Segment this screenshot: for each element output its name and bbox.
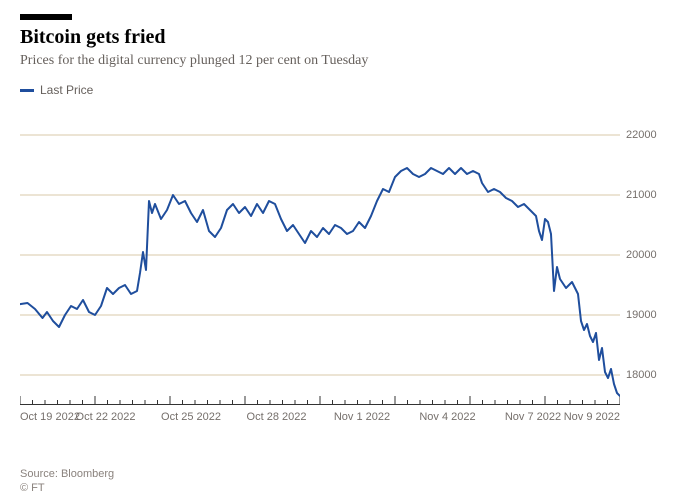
x-axis-label: Nov 7 2022 xyxy=(505,411,561,423)
plot-area: 1800019000200002100022000 Oct 19 2022Oct… xyxy=(20,105,662,429)
chart-subtitle: Prices for the digital currency plunged … xyxy=(20,53,680,69)
y-axis-label: 19000 xyxy=(626,309,657,321)
x-axis-label: Oct 22 2022 xyxy=(76,411,136,423)
x-axis-label: Oct 28 2022 xyxy=(247,411,307,423)
y-axis-label: 21000 xyxy=(626,189,657,201)
chart-container: Bitcoin gets fried Prices for the digita… xyxy=(0,0,700,500)
title-accent-bar xyxy=(20,14,72,20)
chart-title: Bitcoin gets fried xyxy=(20,26,680,49)
x-axis-label: Nov 9 2022 xyxy=(564,411,620,423)
x-axis-label: Nov 1 2022 xyxy=(334,411,390,423)
legend-swatch xyxy=(20,89,34,92)
line-chart-svg xyxy=(20,105,620,405)
x-axis-label: Nov 4 2022 xyxy=(419,411,475,423)
copyright-line: © FT xyxy=(20,482,45,494)
y-axis-label: 18000 xyxy=(626,369,657,381)
legend-label: Last Price xyxy=(40,83,93,97)
legend: Last Price xyxy=(20,83,680,97)
y-axis-label: 22000 xyxy=(626,129,657,141)
x-axis-label: Oct 25 2022 xyxy=(161,411,221,423)
y-axis-label: 20000 xyxy=(626,249,657,261)
x-axis-label: Oct 19 2022 xyxy=(20,411,80,423)
source-line: Source: Bloomberg xyxy=(20,468,114,480)
